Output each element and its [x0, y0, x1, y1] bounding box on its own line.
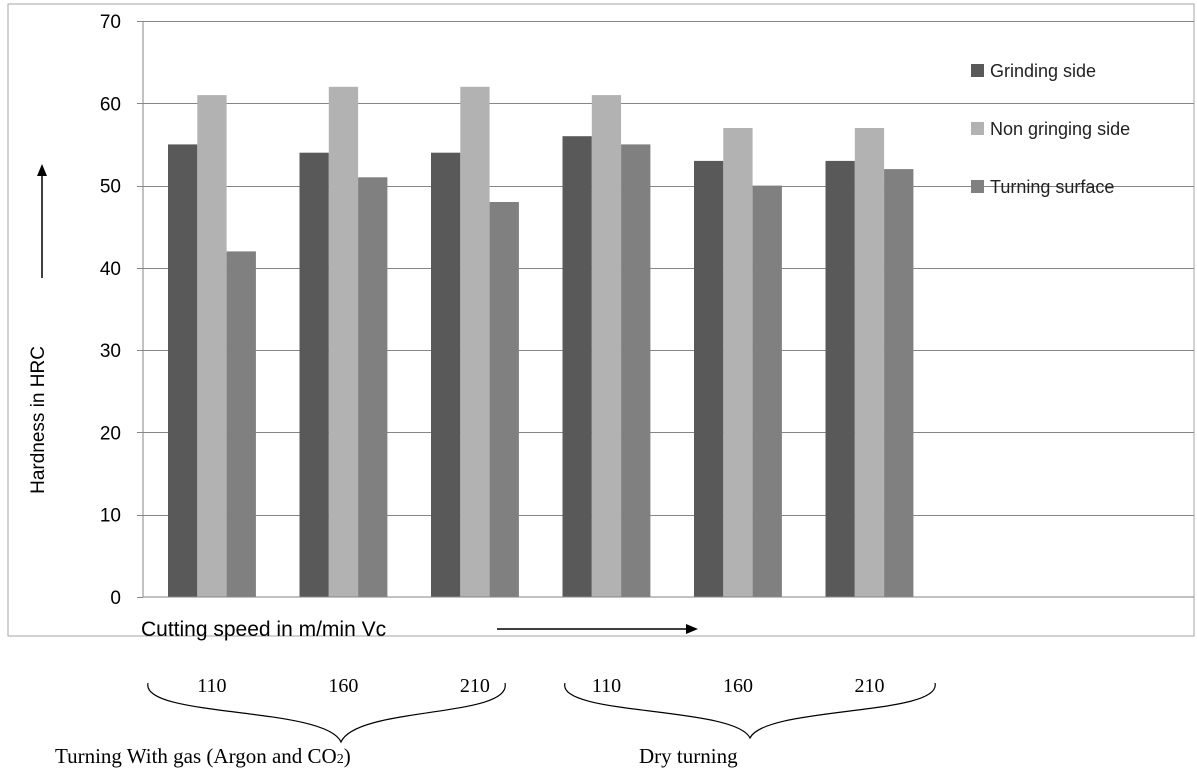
bar-grinding-side	[168, 144, 198, 597]
legend-label-non-grinding-side: Non gringing side	[990, 119, 1130, 139]
y-tick-label: 0	[110, 588, 121, 609]
legend-swatch-non-grinding-side	[971, 122, 984, 135]
y-tick-label: 70	[100, 12, 121, 33]
y-tick-label: 60	[100, 94, 121, 115]
bar-turning-surface	[489, 202, 519, 597]
y-tick-label: 30	[100, 341, 121, 362]
group-brace-dry	[564, 682, 936, 740]
category-label: 210	[460, 675, 490, 697]
legend-label-turning-surface: Turning surface	[990, 177, 1114, 197]
category-label: 110	[592, 675, 621, 697]
y-axis-ticks: 0 10 20 30 40 50 60 70	[100, 12, 143, 609]
bars	[168, 86, 914, 598]
legend: Grinding side Non gringing side Turning …	[971, 61, 1130, 197]
group-label-dry-turning: Dry turning	[639, 744, 738, 768]
bar-grinding-side	[562, 136, 592, 597]
bar-turning-surface	[358, 177, 388, 598]
bar-non-grinding-side	[854, 128, 885, 597]
y-tick-label: 50	[100, 177, 121, 198]
bar-turning-surface	[621, 144, 651, 597]
x-axis-arrow	[497, 624, 698, 634]
x-axis-label: Cutting speed in m/min Vc	[141, 618, 386, 641]
bar-non-grinding-side	[197, 95, 227, 597]
bar-non-grinding-side	[460, 86, 490, 598]
group-brace-gas	[147, 682, 506, 744]
bar-grinding-side	[431, 152, 461, 597]
bar-non-grinding-side	[723, 128, 753, 597]
y-axis-label: Hardness in HRC	[28, 346, 49, 494]
legend-swatch-grinding-side	[971, 64, 984, 77]
category-label: 210	[855, 675, 885, 697]
y-tick-label: 40	[100, 259, 121, 280]
legend-swatch-turning-surface	[971, 180, 984, 193]
bar-non-grinding-side	[328, 86, 359, 598]
category-label: 110	[197, 675, 226, 697]
category-labels: 110 160 210 110 160 210	[197, 675, 884, 697]
legend-item-grinding-side: Grinding side	[971, 61, 1096, 81]
chart-border	[7, 3, 1195, 637]
category-label: 160	[328, 675, 358, 697]
legend-item-non-grinding-side: Non gringing side	[971, 119, 1130, 139]
group-braces	[147, 682, 936, 744]
bar-turning-surface	[752, 185, 782, 597]
bar-grinding-side	[299, 152, 329, 597]
y-tick-label: 10	[100, 506, 121, 527]
bar-turning-surface	[226, 251, 256, 597]
legend-label-grinding-side: Grinding side	[990, 61, 1096, 81]
bar-grinding-side	[694, 160, 724, 597]
category-label: 160	[723, 675, 753, 697]
bar-turning-surface	[884, 169, 914, 597]
group-label-gas-turning: Turning With gas (Argon and CO2)	[55, 744, 351, 768]
y-axis-arrow	[37, 164, 47, 278]
legend-item-turning-surface: Turning surface	[971, 177, 1114, 197]
y-tick-label: 20	[100, 423, 121, 444]
bar-non-grinding-side	[591, 95, 622, 597]
bar-grinding-side	[825, 160, 855, 597]
